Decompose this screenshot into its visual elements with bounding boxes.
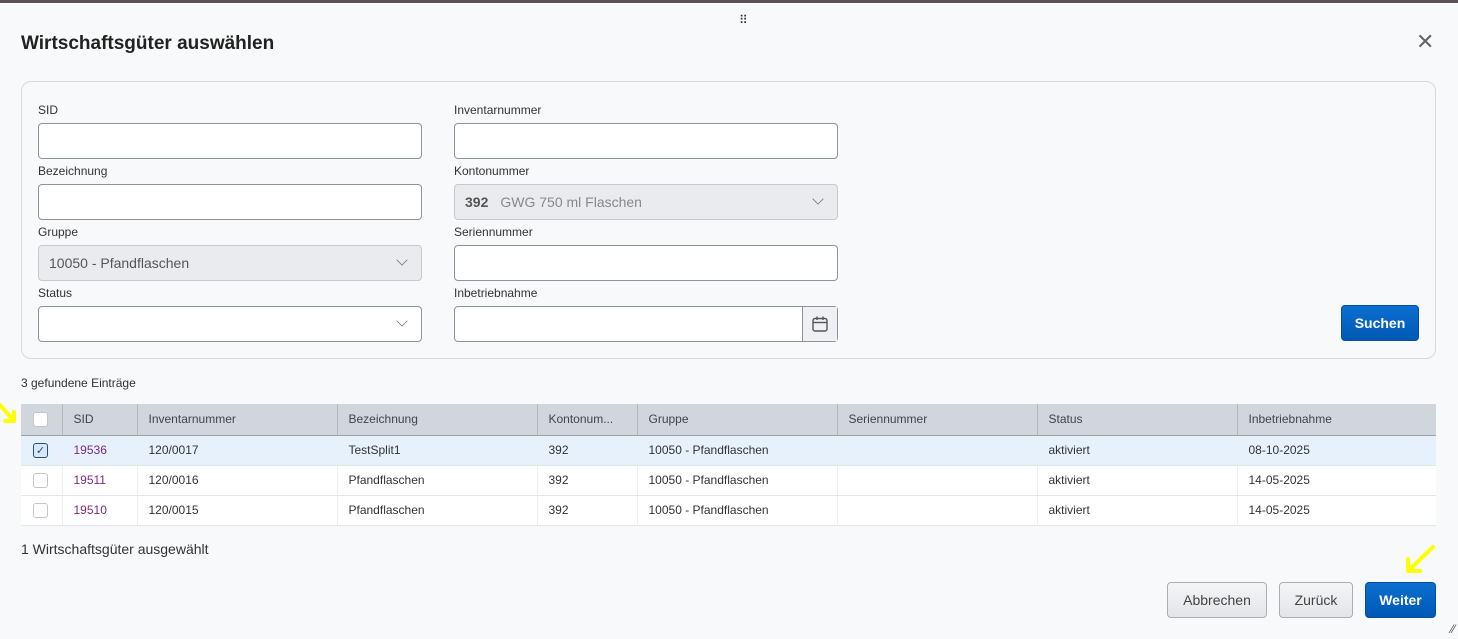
kontonummer-value: GWG 750 ml Flaschen <box>500 194 642 210</box>
column-header[interactable]: Bezeichnung <box>336 404 537 436</box>
konto-cell: 392 <box>536 465 637 496</box>
column-header[interactable]: Gruppe <box>636 404 837 436</box>
inv-cell: 120/0017 <box>136 435 337 466</box>
serie-cell <box>836 495 1037 526</box>
konto-cell: 392 <box>536 495 637 526</box>
gruppe-label: Gruppe <box>38 225 79 239</box>
bez-cell: Pfandflaschen <box>336 495 537 526</box>
inventarnummer-input[interactable] <box>454 123 838 159</box>
column-header[interactable]: Inventarnummer <box>136 404 337 436</box>
table-row[interactable]: 19510 120/0015 Pfandflaschen 392 10050 -… <box>21 495 1436 526</box>
datum-cell: 14-05-2025 <box>1236 495 1436 526</box>
chevron-down-icon <box>812 193 824 205</box>
datum-cell: 08-10-2025 <box>1236 435 1436 466</box>
selected-count: 1 Wirtschaftsgüter ausgewählt <box>21 541 209 557</box>
cancel-button[interactable]: Abbrechen <box>1167 582 1267 618</box>
dialog-title: Wirtschaftsgüter auswählen <box>21 33 275 54</box>
select-all-header <box>21 404 62 436</box>
resize-handle-icon[interactable]: ⁄⁄ <box>1450 622 1455 636</box>
status-cell: aktiviert <box>1036 495 1237 526</box>
serie-cell <box>836 465 1037 496</box>
row-select-cell: ✓ <box>21 435 62 466</box>
column-header[interactable]: SID <box>61 404 137 436</box>
chevron-down-icon <box>396 254 408 266</box>
select-all-checkbox[interactable] <box>33 411 48 427</box>
close-icon[interactable]: ✕ <box>1416 29 1435 54</box>
kontonummer-code: 392 <box>465 194 489 210</box>
sid-cell[interactable]: 19511 <box>61 465 137 496</box>
chevron-down-icon <box>396 315 408 327</box>
column-header[interactable]: Status <box>1036 404 1237 436</box>
seriennummer-label: Seriennummer <box>454 225 533 239</box>
row-select-cell <box>21 495 62 526</box>
konto-cell: 392 <box>536 435 637 466</box>
gruppe-select[interactable]: 10050 - Pfandflaschen <box>38 245 422 281</box>
gruppe-cell: 10050 - Pfandflaschen <box>636 495 837 526</box>
result-count: 3 gefundene Einträge <box>21 376 136 390</box>
seriennummer-input[interactable] <box>454 245 838 281</box>
sid-label: SID <box>38 103 59 117</box>
sid-input[interactable] <box>38 123 422 159</box>
inbetriebnahme-input[interactable] <box>454 306 838 342</box>
serie-cell <box>836 435 1037 466</box>
table-row[interactable]: 19511 120/0016 Pfandflaschen 392 10050 -… <box>21 465 1436 496</box>
back-button[interactable]: Zurück <box>1279 582 1353 618</box>
annotation-arrow-icon <box>0 403 16 423</box>
gruppe-value: 10050 - Pfandflaschen <box>49 255 190 271</box>
results-table: SID Inventarnummer Bezeichnung Kontonum.… <box>21 404 1436 526</box>
inv-cell: 120/0016 <box>136 465 337 496</box>
bez-cell: Pfandflaschen <box>336 465 537 496</box>
kontonummer-select[interactable]: 392 GWG 750 ml Flaschen <box>454 184 838 220</box>
gruppe-cell: 10050 - Pfandflaschen <box>636 435 837 466</box>
column-header[interactable]: Kontonum... <box>536 404 637 436</box>
sid-cell[interactable]: 19536 <box>61 435 137 466</box>
bezeichnung-input[interactable] <box>38 184 422 220</box>
table-header: SID Inventarnummer Bezeichnung Kontonum.… <box>21 404 1436 436</box>
bez-cell: TestSplit1 <box>336 435 537 466</box>
row-checkbox[interactable] <box>33 502 48 518</box>
row-checkbox[interactable] <box>33 472 48 488</box>
inv-cell: 120/0015 <box>136 495 337 526</box>
row-select-cell <box>21 465 62 496</box>
datum-cell: 14-05-2025 <box>1236 465 1436 496</box>
sid-cell[interactable]: 19510 <box>61 495 137 526</box>
row-checkbox[interactable]: ✓ <box>33 442 48 458</box>
bezeichnung-label: Bezeichnung <box>38 164 108 178</box>
status-cell: aktiviert <box>1036 465 1237 496</box>
column-header[interactable]: Inbetriebnahme <box>1236 404 1436 436</box>
calendar-icon[interactable] <box>802 307 837 341</box>
next-button[interactable]: Weiter <box>1365 582 1436 618</box>
annotation-arrow-icon <box>1406 545 1435 573</box>
table-row[interactable]: ✓ 19536 120/0017 TestSplit1 392 10050 - … <box>21 435 1436 466</box>
search-button[interactable]: Suchen <box>1341 305 1419 341</box>
status-cell: aktiviert <box>1036 435 1237 466</box>
filter-panel: SID Inventarnummer Bezeichnung Kontonumm… <box>21 81 1436 359</box>
status-select[interactable] <box>38 306 422 342</box>
column-header[interactable]: Seriennummer <box>836 404 1037 436</box>
status-label: Status <box>38 286 73 300</box>
kontonummer-label: Kontonummer <box>454 164 530 178</box>
drag-handle-icon[interactable]: ⠿ <box>739 13 748 27</box>
gruppe-cell: 10050 - Pfandflaschen <box>636 465 837 496</box>
inbetriebnahme-label: Inbetriebnahme <box>454 286 538 300</box>
inventarnummer-label: Inventarnummer <box>454 103 542 117</box>
